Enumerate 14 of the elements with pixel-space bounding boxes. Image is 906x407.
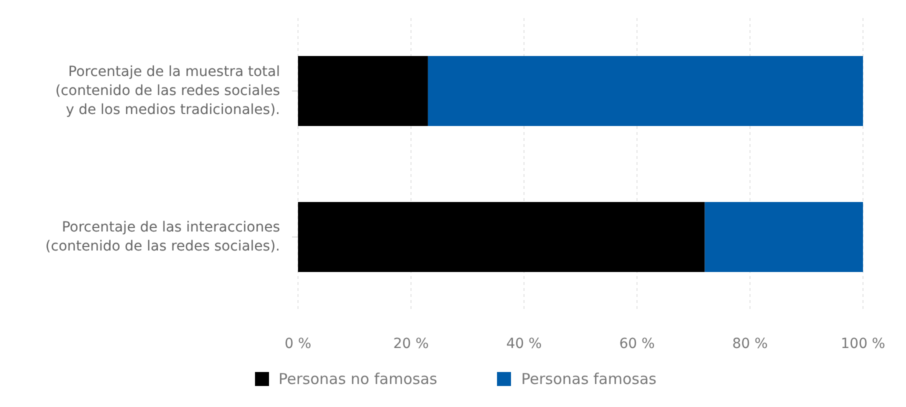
legend-label: Personas no famosas xyxy=(278,370,438,388)
x-tick-label: 0 % xyxy=(284,336,312,352)
bar xyxy=(704,202,863,272)
bar xyxy=(428,56,863,126)
y-tick-label: Porcentaje de las interacciones (contenido de las redes sociales). xyxy=(45,220,280,254)
bar xyxy=(298,202,705,272)
bar xyxy=(298,56,428,126)
legend-label: Personas famosas xyxy=(520,370,656,388)
x-tick-label: 20 % xyxy=(393,336,429,352)
x-tick-label: 80 % xyxy=(732,336,768,352)
y-tick-label: Porcentaje de la muestra total (contenido de las redes sociales y de los medios tradicionales). xyxy=(55,64,280,118)
x-tick-label: 60 % xyxy=(619,336,655,352)
x-tick-label: 40 % xyxy=(506,336,542,352)
x-tick-label: 100 % xyxy=(840,336,886,352)
